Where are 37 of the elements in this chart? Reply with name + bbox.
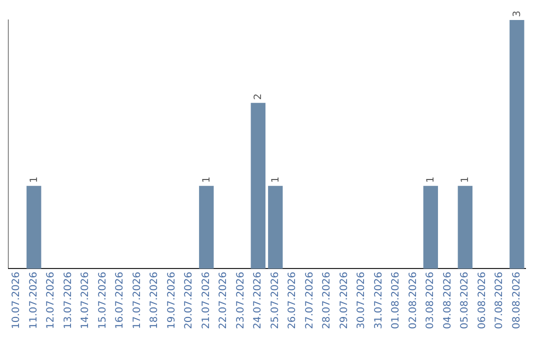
x-tick-label: 29.07.2026 — [338, 272, 350, 330]
data-label: 1 — [460, 176, 472, 183]
data-label: 1 — [426, 176, 437, 183]
x-tick-label: 23.07.2026 — [235, 272, 246, 330]
x-tick-label: 01.08.2026 — [390, 272, 402, 330]
x-tick-label: 04.08.2026 — [442, 272, 454, 330]
x-tick-label: 31.07.2026 — [373, 272, 384, 330]
x-tick-label: 25.07.2026 — [270, 272, 281, 330]
data-label: 3 — [512, 10, 523, 17]
x-tick-label: 26.07.2026 — [287, 272, 298, 330]
x-tick-label: 08.08.2026 — [511, 272, 522, 330]
x-tick-label: 21.07.2026 — [200, 272, 212, 330]
data-label: 1 — [28, 176, 40, 183]
x-tick-label: 30.07.2026 — [356, 272, 368, 330]
x-tick-label: 07.08.2026 — [494, 272, 506, 330]
x-tick-label: 13.07.2026 — [62, 272, 74, 330]
x-tick-label: 20.07.2026 — [184, 272, 195, 330]
x-tick-label: 27.07.2026 — [304, 272, 316, 330]
x-tick-label: 24.07.2026 — [252, 272, 264, 330]
x-tick-label: 28.07.2026 — [322, 272, 333, 330]
x-tick-label: 19.07.2026 — [166, 272, 178, 330]
data-label: 1 — [270, 176, 282, 183]
x-tick-label: 15.07.2026 — [97, 272, 108, 330]
x-tick-label: 02.08.2026 — [408, 272, 419, 330]
x-tick-label: 05.08.2026 — [460, 272, 471, 330]
x-tick-label: 17.07.2026 — [132, 272, 143, 330]
x-tick-label: 22.07.2026 — [218, 272, 230, 330]
x-tick-label: 10.07.2026 — [11, 272, 22, 330]
x-tick-label: 03.08.2026 — [425, 272, 436, 330]
x-tick-label: 06.08.2026 — [476, 272, 488, 330]
x-tick-label: 18.07.2026 — [149, 272, 160, 330]
x-tick-label: 11.07.2026 — [28, 272, 40, 330]
x-tick-label: 16.07.2026 — [114, 272, 126, 330]
x-tick-label: 12.07.2026 — [46, 272, 57, 330]
x-tick-label: 14.07.2026 — [80, 272, 92, 330]
data-label: 1 — [201, 176, 212, 183]
data-label: 2 — [253, 94, 264, 100]
